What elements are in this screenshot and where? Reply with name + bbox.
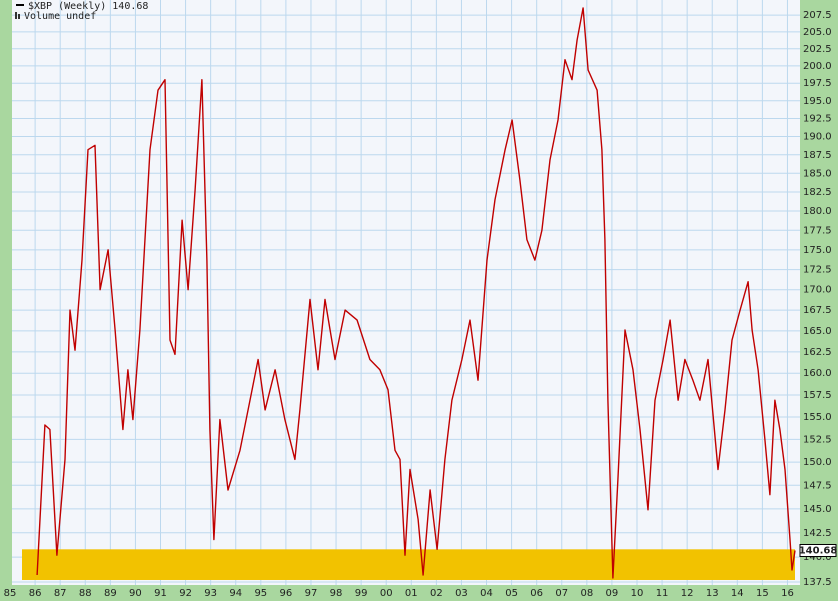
y-tick-label: 195.0 (803, 96, 832, 107)
y-tick-label: 187.5 (803, 150, 832, 161)
y-tick-label: 172.5 (803, 265, 832, 276)
last-value-label: 140.68 (799, 545, 838, 556)
y-tick-label: 205.0 (803, 27, 832, 38)
volume-icon (18, 14, 20, 19)
x-tick-label: 10 (631, 588, 644, 599)
left-strip (0, 0, 12, 601)
x-tick-label: 09 (606, 588, 619, 599)
x-tick-label: 88 (79, 588, 92, 599)
y-tick-label: 137.5 (803, 577, 832, 588)
x-tick-label: 06 (530, 588, 543, 599)
x-tick-label: 07 (555, 588, 568, 599)
legend-label: $XBP (Weekly) 140.68 (28, 1, 148, 12)
y-tick-label: 197.5 (803, 78, 832, 89)
y-tick-label: 162.5 (803, 347, 832, 358)
y-tick-label: 177.5 (803, 225, 832, 236)
y-tick-label: 150.0 (803, 457, 832, 468)
x-tick-label: 97 (305, 588, 318, 599)
y-tick-label: 192.5 (803, 114, 832, 125)
x-tick-label: 94 (229, 588, 242, 599)
y-tick-label: 145.0 (803, 504, 832, 515)
y-tick-label: 160.0 (803, 368, 832, 379)
y-tick-label: 167.5 (803, 305, 832, 316)
y-tick-label: 170.0 (803, 285, 832, 296)
x-tick-label: 04 (480, 588, 493, 599)
x-tick-label: 15 (756, 588, 769, 599)
x-tick-label: 14 (731, 588, 744, 599)
y-tick-label: 155.0 (803, 412, 832, 423)
right-strip (800, 0, 838, 585)
x-tick-label: 89 (104, 588, 117, 599)
y-tick-label: 142.5 (803, 528, 832, 539)
volume-icon (15, 12, 17, 19)
x-tick-label: 95 (254, 588, 267, 599)
x-tick-label: 91 (154, 588, 167, 599)
y-tick-label: 202.5 (803, 44, 832, 55)
plot-area (12, 0, 800, 585)
y-tick-label: 140.0 (803, 552, 832, 563)
bottom-strip (0, 585, 838, 601)
x-tick-label: 87 (54, 588, 67, 599)
price-line (36, 7, 796, 579)
x-tick-label: 02 (430, 588, 443, 599)
y-tick-label: 147.5 (803, 480, 832, 491)
y-tick-label: 185.0 (803, 168, 832, 179)
y-tick-label: 200.0 (803, 61, 832, 72)
x-tick-label: 05 (505, 588, 518, 599)
x-tick-label: 03 (455, 588, 468, 599)
x-tick-label: 93 (204, 588, 217, 599)
last-value-box (799, 543, 837, 557)
x-tick-label: 12 (681, 588, 694, 599)
x-tick-label: 99 (355, 588, 368, 599)
highlight-band (22, 549, 795, 580)
y-tick-label: 175.0 (803, 245, 832, 256)
x-tick-label: 08 (580, 588, 593, 599)
x-tick-label: 13 (706, 588, 719, 599)
x-tick-label: 16 (781, 588, 794, 599)
y-tick-label: 182.5 (803, 187, 832, 198)
x-tick-label: 00 (380, 588, 393, 599)
x-tick-label: 90 (129, 588, 142, 599)
volume-label: Volume undef (24, 11, 96, 22)
y-tick-label: 157.5 (803, 390, 832, 401)
x-tick-label: 92 (179, 588, 192, 599)
y-tick-label: 180.0 (803, 206, 832, 217)
x-tick-label: 01 (405, 588, 418, 599)
x-tick-label: 11 (656, 588, 669, 599)
y-tick-label: 207.5 (803, 10, 832, 21)
x-tick-label: 85 (4, 588, 17, 599)
x-tick-label: 86 (29, 588, 42, 599)
x-tick-label: 98 (330, 588, 343, 599)
y-tick-label: 165.0 (803, 326, 832, 337)
y-tick-label: 152.5 (803, 434, 832, 445)
x-tick-label: 96 (280, 588, 293, 599)
y-tick-label: 190.0 (803, 132, 832, 143)
